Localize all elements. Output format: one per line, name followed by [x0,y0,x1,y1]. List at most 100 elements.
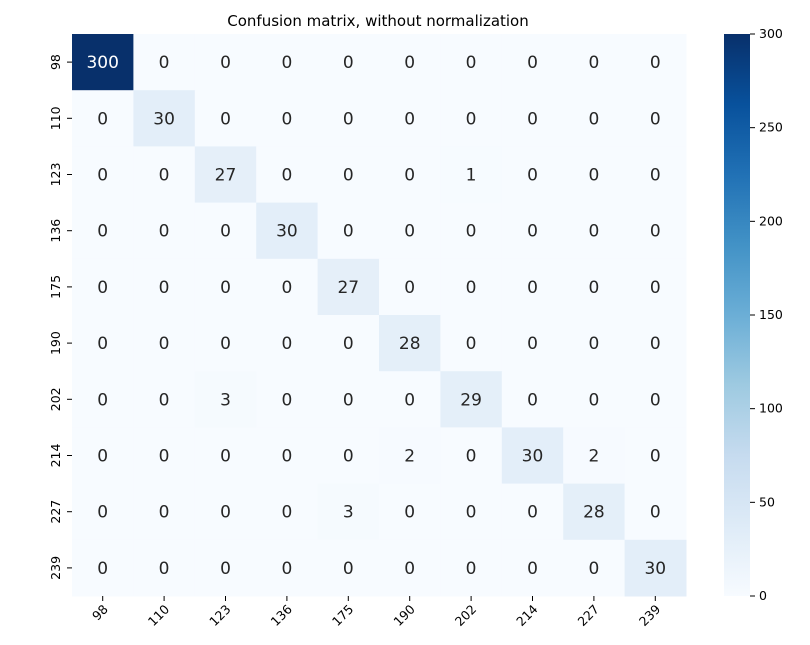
heatmap-cell [440,258,503,316]
cell-value-label: 28 [583,503,605,523]
cell-value-label: 0 [588,334,599,354]
heatmap-cell [133,34,196,91]
cell-value-label: 0 [650,222,661,242]
cell-value-label: 0 [527,503,538,523]
y-tick-label: 123 [48,163,63,187]
heatmap-cell [379,258,441,316]
y-tick-label: 239 [48,556,63,580]
heatmap-cell [133,315,196,372]
heatmap-cell [501,146,564,204]
cell-value-label: 0 [281,334,292,354]
heatmap-cell [624,90,687,147]
x-tick-label: 214 [513,601,541,629]
x-tick-label: 175 [329,602,356,629]
heatmap-cell [256,34,319,91]
cell-value-label: 0 [281,503,292,523]
cell-value-label: 0 [281,390,292,410]
cell-value-label: 0 [404,166,415,186]
cell-value-label: 0 [159,166,170,186]
heatmap-cell [133,371,196,428]
heatmap-cell [72,427,134,485]
cell-value-label: 0 [281,447,292,467]
cell-value-label: 0 [466,559,477,579]
heatmap-cell [624,539,687,597]
x-tick-label: 190 [390,601,418,629]
cell-value-label: 27 [337,278,359,298]
cell-value-label: 0 [404,390,415,410]
cell-value-label: 0 [650,278,661,298]
cell-value-label: 0 [97,334,108,354]
cell-value-label: 0 [527,278,538,298]
heatmap-cell [194,34,257,91]
cell-value-label: 0 [466,334,477,354]
cell-value-label: 0 [343,222,354,242]
cell-value-label: 0 [466,109,477,129]
heatmap-cell [563,146,626,204]
cell-value-label: 3 [343,503,354,523]
cell-value-label: 0 [650,390,661,410]
cell-value-label: 0 [343,390,354,410]
y-tick-label: 202 [48,387,63,411]
cell-value-label: 0 [97,503,108,523]
heatmap-cell [317,258,380,316]
cell-value-label: 0 [97,109,108,129]
cell-value-label: 0 [159,278,170,298]
cell-value-label: 0 [159,559,170,579]
heatmap-cell [440,539,503,597]
colorbar: 0 50 100 150 200 250 300 [724,26,783,603]
heatmap-cell [72,34,134,91]
x-tick-label: 202 [452,602,479,629]
cell-value-label: 29 [460,390,482,410]
heatmap-cell [194,258,257,316]
heatmap-cell [194,483,257,541]
heatmap-cell [624,315,687,372]
cell-value-label: 0 [343,447,354,467]
cell-value-label: 0 [159,447,170,467]
cell-value-label: 2 [588,447,599,467]
heatmap-cell [563,258,626,316]
heatmap-cell [72,202,134,260]
cell-value-label: 0 [527,109,538,129]
cell-value-label: 0 [220,278,231,298]
heatmap-cell [72,90,134,147]
cell-value-label: 0 [588,222,599,242]
cell-value-label: 0 [97,390,108,410]
y-tick-label: 98 [48,54,63,70]
heatmap-cell [194,146,257,204]
cell-value-label: 0 [159,53,170,73]
heatmap-cell [440,483,503,541]
cell-value-label: 0 [404,278,415,298]
heatmap-cell [501,483,564,541]
cell-value-label: 2 [404,447,415,467]
cell-value-label: 0 [527,222,538,242]
cell-value-label: 0 [527,53,538,73]
cell-value-label: 1 [466,166,477,186]
heatmap-cell [72,315,134,372]
heatmap-cell [194,315,257,372]
heatmap-cell [563,34,626,91]
heatmap-cell [624,34,687,91]
heatmap-cell [133,539,196,597]
cell-value-label: 0 [97,222,108,242]
cell-value-label: 0 [466,447,477,467]
heatmap-cell [194,427,257,485]
y-tick-label: 227 [48,500,63,524]
heatmap-cell [501,371,564,428]
heatmap-cell [72,371,134,428]
cell-value-label: 0 [220,109,231,129]
x-tick-label: 136 [268,601,296,629]
x-tick-label: 227 [575,602,602,629]
heatmap-cell [256,483,319,541]
heatmap-cell [194,371,257,428]
cell-value-label: 0 [650,447,661,467]
heatmap-cell [501,34,564,91]
chart-title: Confusion matrix, without normalization [227,12,529,30]
heatmap-cell [256,539,319,597]
heatmap-cell [379,90,441,147]
heatmap-cell [563,427,626,485]
heatmap-cell [317,539,380,597]
cell-value-label: 0 [220,222,231,242]
cell-value-labels: 300 0 0 0 0 0 0 0 0 00 30 0 0 0 0 0 0 0 00 0 27 0 0 0 1 0 0 00 0 0 30 0… [86,53,666,579]
heatmap-cell [256,90,319,147]
colorbar-tick-label: 100 [759,401,783,416]
